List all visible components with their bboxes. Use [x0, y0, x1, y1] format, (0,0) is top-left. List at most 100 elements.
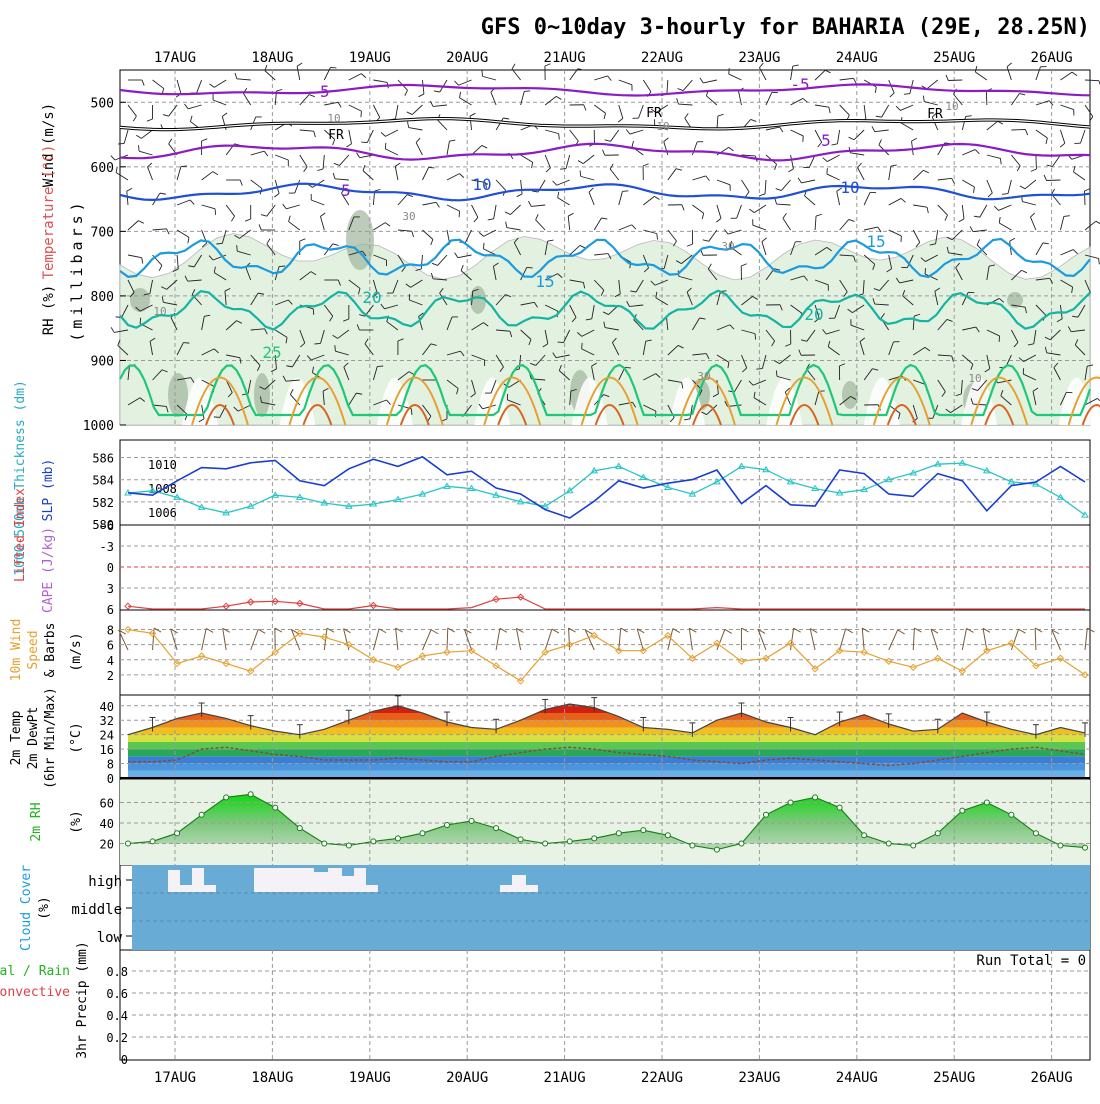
rh-marker	[126, 841, 131, 846]
rh-tick: 60	[100, 796, 114, 810]
rh-marker	[543, 841, 548, 846]
wind-barb-flag	[181, 166, 187, 167]
contour-label: 20	[804, 305, 823, 324]
contour-label: FR	[646, 106, 662, 121]
contour-label: 30	[697, 370, 710, 383]
cape-label: CAPE (J/kg)	[41, 527, 56, 613]
slp-tick: 1006	[148, 506, 177, 520]
pressure-tick: 500	[91, 96, 114, 111]
cloud-block	[314, 872, 328, 892]
wind-speed-label: Speed	[26, 630, 41, 669]
wind-barb-flag	[139, 145, 140, 151]
cloud-level-high: high	[88, 874, 122, 890]
contour-label: -5	[790, 75, 809, 94]
cloud-block	[192, 868, 204, 892]
contour-label: 10	[656, 120, 669, 133]
rh-tick: 20	[100, 837, 114, 851]
pressure-tick: 900	[91, 354, 114, 369]
precip-total-label: Total / Rain	[0, 964, 70, 979]
precip-conv-label: Convective	[0, 985, 70, 1000]
rh-marker	[494, 826, 499, 831]
rh-marker	[445, 823, 450, 828]
contour-label: 10	[840, 178, 859, 197]
wind-barbs-label: & Barbs	[43, 623, 58, 678]
wind-unit-label: (m/s)	[69, 632, 84, 671]
date-label-top: 18AUG	[251, 50, 293, 66]
rh-marker	[199, 812, 204, 817]
temp-tick: 0	[107, 772, 114, 786]
wind-tick: 8	[107, 624, 114, 638]
temp-main-label: 2m Temp	[9, 710, 24, 765]
rh-marker	[346, 843, 351, 848]
contour-label: 20	[362, 288, 381, 307]
temp-band	[120, 756, 1090, 763]
rh-marker	[395, 836, 400, 841]
rh-marker	[837, 805, 842, 810]
contour-label: 15	[535, 272, 554, 291]
rh-main-label: 2m RH	[29, 802, 44, 841]
date-label-bottom: 23AUG	[738, 1070, 780, 1086]
date-label-top: 21AUG	[544, 50, 586, 66]
wind-barb-flag	[214, 417, 220, 418]
rh-high-patch	[842, 381, 858, 409]
contour-label: 10	[968, 372, 981, 385]
date-label-bottom: 20AUG	[446, 1070, 488, 1086]
contour-label: 30	[402, 210, 415, 223]
wind-barb-flag	[377, 366, 383, 367]
rh-marker	[739, 841, 744, 846]
rh-marker	[1033, 831, 1038, 836]
rh-high-patch	[130, 288, 150, 312]
precip-tick: 0.4	[106, 1009, 128, 1023]
rh-marker	[984, 800, 989, 805]
cloud-unit-label: (%)	[37, 896, 52, 919]
wind-tick: 2	[107, 669, 114, 683]
precip-tick: 0.2	[106, 1031, 128, 1045]
contour-label: 5	[821, 131, 831, 150]
contour-label: FR	[328, 128, 344, 143]
li-tick: 0	[107, 561, 114, 575]
date-label-top: 23AUG	[738, 50, 780, 66]
rh-marker	[862, 833, 867, 838]
rh-marker	[1009, 812, 1014, 817]
thickness-tick: 584	[92, 474, 114, 488]
temp-band	[120, 735, 1090, 742]
temp-band	[120, 742, 1090, 749]
cloud-block	[526, 885, 538, 892]
date-label-bottom: 25AUG	[933, 1070, 975, 1086]
contour-label: -5	[310, 82, 329, 101]
cloud-block	[500, 885, 512, 892]
temp-tick: 16	[100, 743, 114, 757]
temp-band	[120, 764, 1090, 771]
date-label-top: 22AUG	[641, 50, 683, 66]
li-tick: 3	[107, 582, 114, 596]
contour-label: 25	[262, 343, 281, 362]
rh-marker	[616, 831, 621, 836]
date-label-bottom: 17AUG	[154, 1070, 196, 1086]
pressure-tick: 600	[91, 161, 114, 176]
rh-marker	[960, 808, 965, 813]
cloud-block	[168, 870, 180, 892]
rh-marker	[1058, 843, 1063, 848]
date-label-top: 25AUG	[933, 50, 975, 66]
rh-marker	[813, 795, 818, 800]
date-label-bottom: 18AUG	[251, 1070, 293, 1086]
cloud-level-middle: middle	[71, 902, 122, 918]
date-label-top: 24AUG	[836, 50, 878, 66]
rh-marker	[224, 795, 229, 800]
thickness-tick: 586	[92, 452, 114, 466]
cloud-block	[342, 876, 354, 892]
temp-tick: 8	[107, 758, 114, 772]
rh-marker	[592, 836, 597, 841]
date-label-bottom: 22AUG	[641, 1070, 683, 1086]
pressure-tick: 800	[91, 290, 114, 305]
pressure-tick: 1000	[83, 419, 114, 434]
temp-tick: 32	[100, 714, 114, 728]
rh-tick: 40	[100, 817, 114, 831]
date-label-top: 26AUG	[1031, 50, 1073, 66]
wind-barb-flag	[313, 309, 314, 315]
rh-high-patch	[254, 373, 270, 417]
upper-temp-label: Temperature (°C)	[41, 145, 57, 280]
rh-marker	[322, 841, 327, 846]
pressure-tick: 700	[91, 225, 114, 240]
wind-barb-flag	[140, 318, 141, 324]
